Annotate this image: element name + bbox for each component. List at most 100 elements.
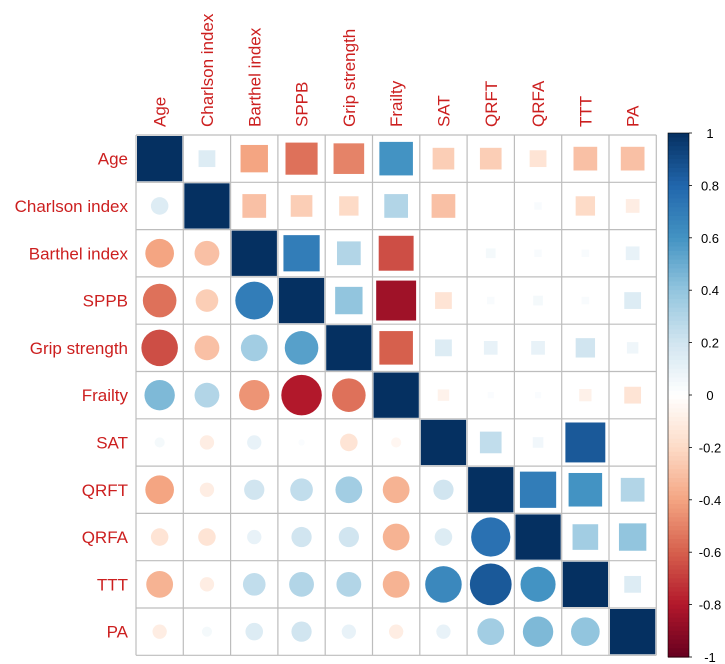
colorbar-band-0 bbox=[668, 133, 689, 138]
colorbar-tick-label-3: 0.4 bbox=[701, 283, 719, 298]
colorbar-tick-label-7: -0.4 bbox=[699, 493, 721, 508]
cell-circle-8-5 bbox=[382, 523, 410, 551]
cell-square-1-8 bbox=[534, 202, 542, 210]
cell-square-3-6 bbox=[435, 292, 452, 309]
colorbar-band-29 bbox=[668, 259, 689, 265]
colorbar-band-15 bbox=[668, 198, 689, 204]
column-label-4: Grip strength bbox=[340, 29, 359, 127]
cell-circle-6-5 bbox=[391, 437, 402, 448]
colorbar-band-11 bbox=[668, 181, 689, 186]
cell-square-5-9 bbox=[579, 389, 592, 402]
column-label-2: Barthel index bbox=[245, 27, 264, 127]
colorbar-band-91 bbox=[668, 530, 689, 536]
cell-circle-4-0 bbox=[141, 329, 178, 367]
cell-circle-9-0 bbox=[146, 570, 174, 598]
colorbar-band-49 bbox=[668, 346, 689, 352]
colorbar-band-24 bbox=[668, 237, 689, 243]
column-label-10: PA bbox=[624, 105, 643, 127]
column-label-0: Age bbox=[151, 97, 170, 127]
colorbar-band-56 bbox=[668, 377, 689, 383]
column-label-8: QRFA bbox=[529, 80, 548, 127]
cell-circle-10-6 bbox=[436, 624, 451, 639]
colorbar-band-5 bbox=[668, 154, 689, 160]
cell-circle-6-1 bbox=[199, 435, 215, 450]
cell-square-1-5 bbox=[384, 194, 409, 218]
colorbar-band-67 bbox=[668, 425, 689, 431]
colorbar-band-54 bbox=[668, 368, 689, 374]
cell-circle-10-2 bbox=[245, 622, 264, 641]
colorbar-band-66 bbox=[668, 421, 689, 427]
cell-circle-7-3 bbox=[290, 478, 313, 502]
cell-square-7-10 bbox=[620, 477, 645, 502]
colorbar-band-81 bbox=[668, 486, 689, 492]
colorbar-tick-label-4: 0.2 bbox=[701, 336, 719, 351]
row-label-7: QRFT bbox=[82, 481, 128, 500]
cell-circle-8-4 bbox=[338, 526, 359, 548]
colorbar-band-89 bbox=[668, 521, 689, 527]
cell-diagonal-4 bbox=[326, 325, 372, 371]
cell-square-4-10 bbox=[626, 342, 639, 354]
cell-square-6-8 bbox=[532, 437, 544, 448]
colorbar-band-8 bbox=[668, 167, 689, 173]
cell-circle-5-0 bbox=[144, 379, 175, 411]
cell-square-6-10 bbox=[632, 442, 634, 443]
cell-square-2-7 bbox=[485, 248, 496, 259]
colorbar-band-77 bbox=[668, 469, 689, 475]
colorbar-band-37 bbox=[668, 294, 689, 300]
cell-diagonal-8 bbox=[515, 514, 561, 560]
cell-circle-2-1 bbox=[194, 240, 220, 266]
cell-square-3-9 bbox=[581, 296, 590, 305]
cell-square-1-10 bbox=[625, 199, 640, 213]
colorbar-band-119 bbox=[668, 652, 689, 658]
cell-square-0-1 bbox=[198, 150, 216, 168]
column-label-6: SAT bbox=[434, 95, 453, 127]
colorbar-band-79 bbox=[668, 477, 689, 483]
colorbar-band-50 bbox=[668, 351, 689, 357]
colorbar-band-62 bbox=[668, 403, 689, 409]
colorbar-band-96 bbox=[668, 552, 689, 558]
cell-circle-10-1 bbox=[201, 626, 213, 637]
cell-circle-10-8 bbox=[522, 616, 554, 647]
colorbar-band-111 bbox=[668, 617, 689, 623]
row-label-2: Barthel index bbox=[29, 244, 129, 263]
cell-square-1-9 bbox=[575, 196, 596, 216]
cell-square-0-3 bbox=[285, 142, 318, 175]
colorbar-band-68 bbox=[668, 429, 689, 435]
cell-square-7-9 bbox=[568, 472, 603, 507]
colorbar-band-74 bbox=[668, 456, 689, 462]
row-label-6: SAT bbox=[96, 433, 128, 452]
column-label-7: QRFT bbox=[482, 81, 501, 127]
cell-circle-8-0 bbox=[150, 528, 169, 546]
column-label-3: SPPB bbox=[293, 82, 312, 127]
cell-circle-5-2 bbox=[239, 379, 270, 411]
row-label-0: Age bbox=[98, 150, 128, 169]
colorbar-band-53 bbox=[668, 364, 689, 370]
cell-square-5-8 bbox=[534, 392, 542, 399]
colorbar-band-4 bbox=[668, 150, 689, 156]
cell-circle-6-3 bbox=[298, 439, 305, 446]
cell-circle-7-4 bbox=[335, 476, 363, 504]
cell-square-2-10 bbox=[625, 246, 640, 261]
cell-square-6-7 bbox=[479, 431, 502, 454]
row-label-10: PA bbox=[107, 623, 129, 642]
colorbar-band-14 bbox=[668, 194, 689, 200]
cell-circle-9-7 bbox=[469, 563, 512, 606]
cell-circle-4-2 bbox=[240, 334, 268, 362]
cell-square-3-7 bbox=[487, 296, 495, 305]
colorbar-band-36 bbox=[668, 290, 689, 296]
cell-circle-5-4 bbox=[332, 378, 366, 412]
colorbar-band-7 bbox=[668, 163, 689, 169]
colorbar-band-69 bbox=[668, 434, 689, 440]
cell-circle-10-9 bbox=[571, 617, 600, 646]
cell-square-0-7 bbox=[479, 147, 502, 170]
cell-circle-2-0 bbox=[145, 238, 174, 268]
colorbar-band-44 bbox=[668, 325, 689, 331]
colorbar-band-38 bbox=[668, 298, 689, 304]
cell-circle-9-5 bbox=[382, 570, 410, 598]
row-label-4: Grip strength bbox=[30, 339, 128, 358]
colorbar-tick-label-8: -0.6 bbox=[699, 545, 721, 560]
colorbar-band-18 bbox=[668, 211, 689, 217]
colorbar-band-108 bbox=[668, 604, 689, 610]
colorbar-band-65 bbox=[668, 416, 689, 422]
colorbar-band-83 bbox=[668, 495, 689, 501]
